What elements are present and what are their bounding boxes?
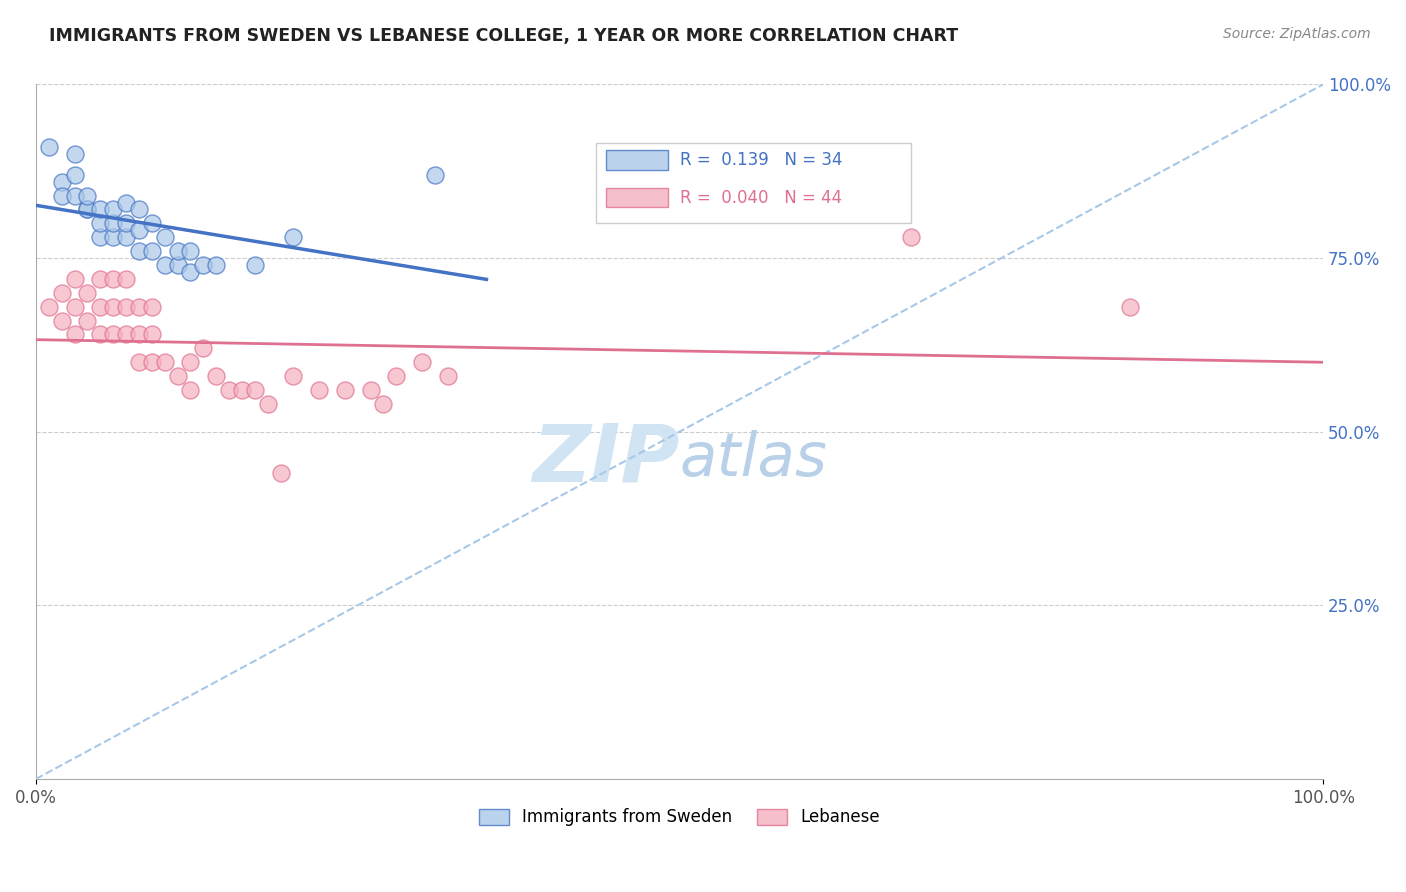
Point	[333, 383, 356, 397]
Point	[63, 168, 86, 182]
Point	[101, 300, 124, 314]
Point	[141, 327, 163, 342]
Point	[63, 327, 86, 342]
Point	[900, 230, 922, 244]
Point	[101, 230, 124, 244]
Point	[63, 272, 86, 286]
Point	[76, 188, 98, 202]
Point	[51, 313, 73, 327]
Point	[1119, 300, 1142, 314]
FancyBboxPatch shape	[606, 151, 668, 169]
Point	[179, 383, 201, 397]
Point	[128, 355, 150, 369]
Point	[89, 216, 111, 230]
Point	[411, 355, 433, 369]
Text: IMMIGRANTS FROM SWEDEN VS LEBANESE COLLEGE, 1 YEAR OR MORE CORRELATION CHART: IMMIGRANTS FROM SWEDEN VS LEBANESE COLLE…	[49, 27, 959, 45]
Point	[166, 369, 188, 384]
Text: R =  0.139   N = 34: R = 0.139 N = 34	[679, 151, 842, 169]
Point	[270, 467, 292, 481]
Point	[128, 223, 150, 237]
Point	[231, 383, 253, 397]
Point	[193, 258, 215, 272]
Point	[76, 202, 98, 217]
Point	[373, 397, 395, 411]
Point	[179, 355, 201, 369]
Text: atlas: atlas	[679, 430, 827, 489]
FancyBboxPatch shape	[596, 144, 911, 223]
FancyBboxPatch shape	[606, 188, 668, 207]
Point	[76, 313, 98, 327]
Text: ZIP: ZIP	[531, 420, 679, 499]
Point	[153, 355, 176, 369]
Point	[51, 175, 73, 189]
Point	[205, 369, 228, 384]
Point	[101, 202, 124, 217]
Point	[63, 188, 86, 202]
Point	[101, 327, 124, 342]
Text: R =  0.040   N = 44: R = 0.040 N = 44	[679, 188, 842, 207]
Point	[243, 258, 266, 272]
Point	[385, 369, 408, 384]
Point	[141, 355, 163, 369]
Point	[101, 216, 124, 230]
Point	[423, 168, 446, 182]
Point	[51, 285, 73, 300]
Point	[128, 202, 150, 217]
Point	[360, 383, 382, 397]
Point	[141, 300, 163, 314]
Point	[63, 147, 86, 161]
Point	[38, 300, 60, 314]
Point	[283, 369, 305, 384]
Point	[51, 188, 73, 202]
Point	[128, 244, 150, 259]
Point	[115, 272, 138, 286]
Point	[38, 140, 60, 154]
Point	[89, 202, 111, 217]
Point	[115, 300, 138, 314]
Point	[256, 397, 278, 411]
Point	[115, 230, 138, 244]
Point	[128, 327, 150, 342]
Point	[115, 216, 138, 230]
Legend: Immigrants from Sweden, Lebanese: Immigrants from Sweden, Lebanese	[472, 802, 887, 833]
Point	[166, 244, 188, 259]
Point	[101, 272, 124, 286]
Point	[89, 272, 111, 286]
Point	[193, 342, 215, 356]
Point	[89, 300, 111, 314]
Point	[76, 202, 98, 217]
Point	[63, 300, 86, 314]
Point	[89, 230, 111, 244]
Point	[437, 369, 460, 384]
Point	[141, 244, 163, 259]
Point	[115, 195, 138, 210]
Point	[205, 258, 228, 272]
Point	[218, 383, 240, 397]
Point	[283, 230, 305, 244]
Point	[153, 258, 176, 272]
Point	[153, 230, 176, 244]
Point	[76, 285, 98, 300]
Point	[115, 327, 138, 342]
Point	[179, 244, 201, 259]
Point	[166, 258, 188, 272]
Point	[128, 300, 150, 314]
Point	[141, 216, 163, 230]
Text: Source: ZipAtlas.com: Source: ZipAtlas.com	[1223, 27, 1371, 41]
Point	[243, 383, 266, 397]
Point	[89, 327, 111, 342]
Point	[179, 265, 201, 279]
Point	[308, 383, 330, 397]
